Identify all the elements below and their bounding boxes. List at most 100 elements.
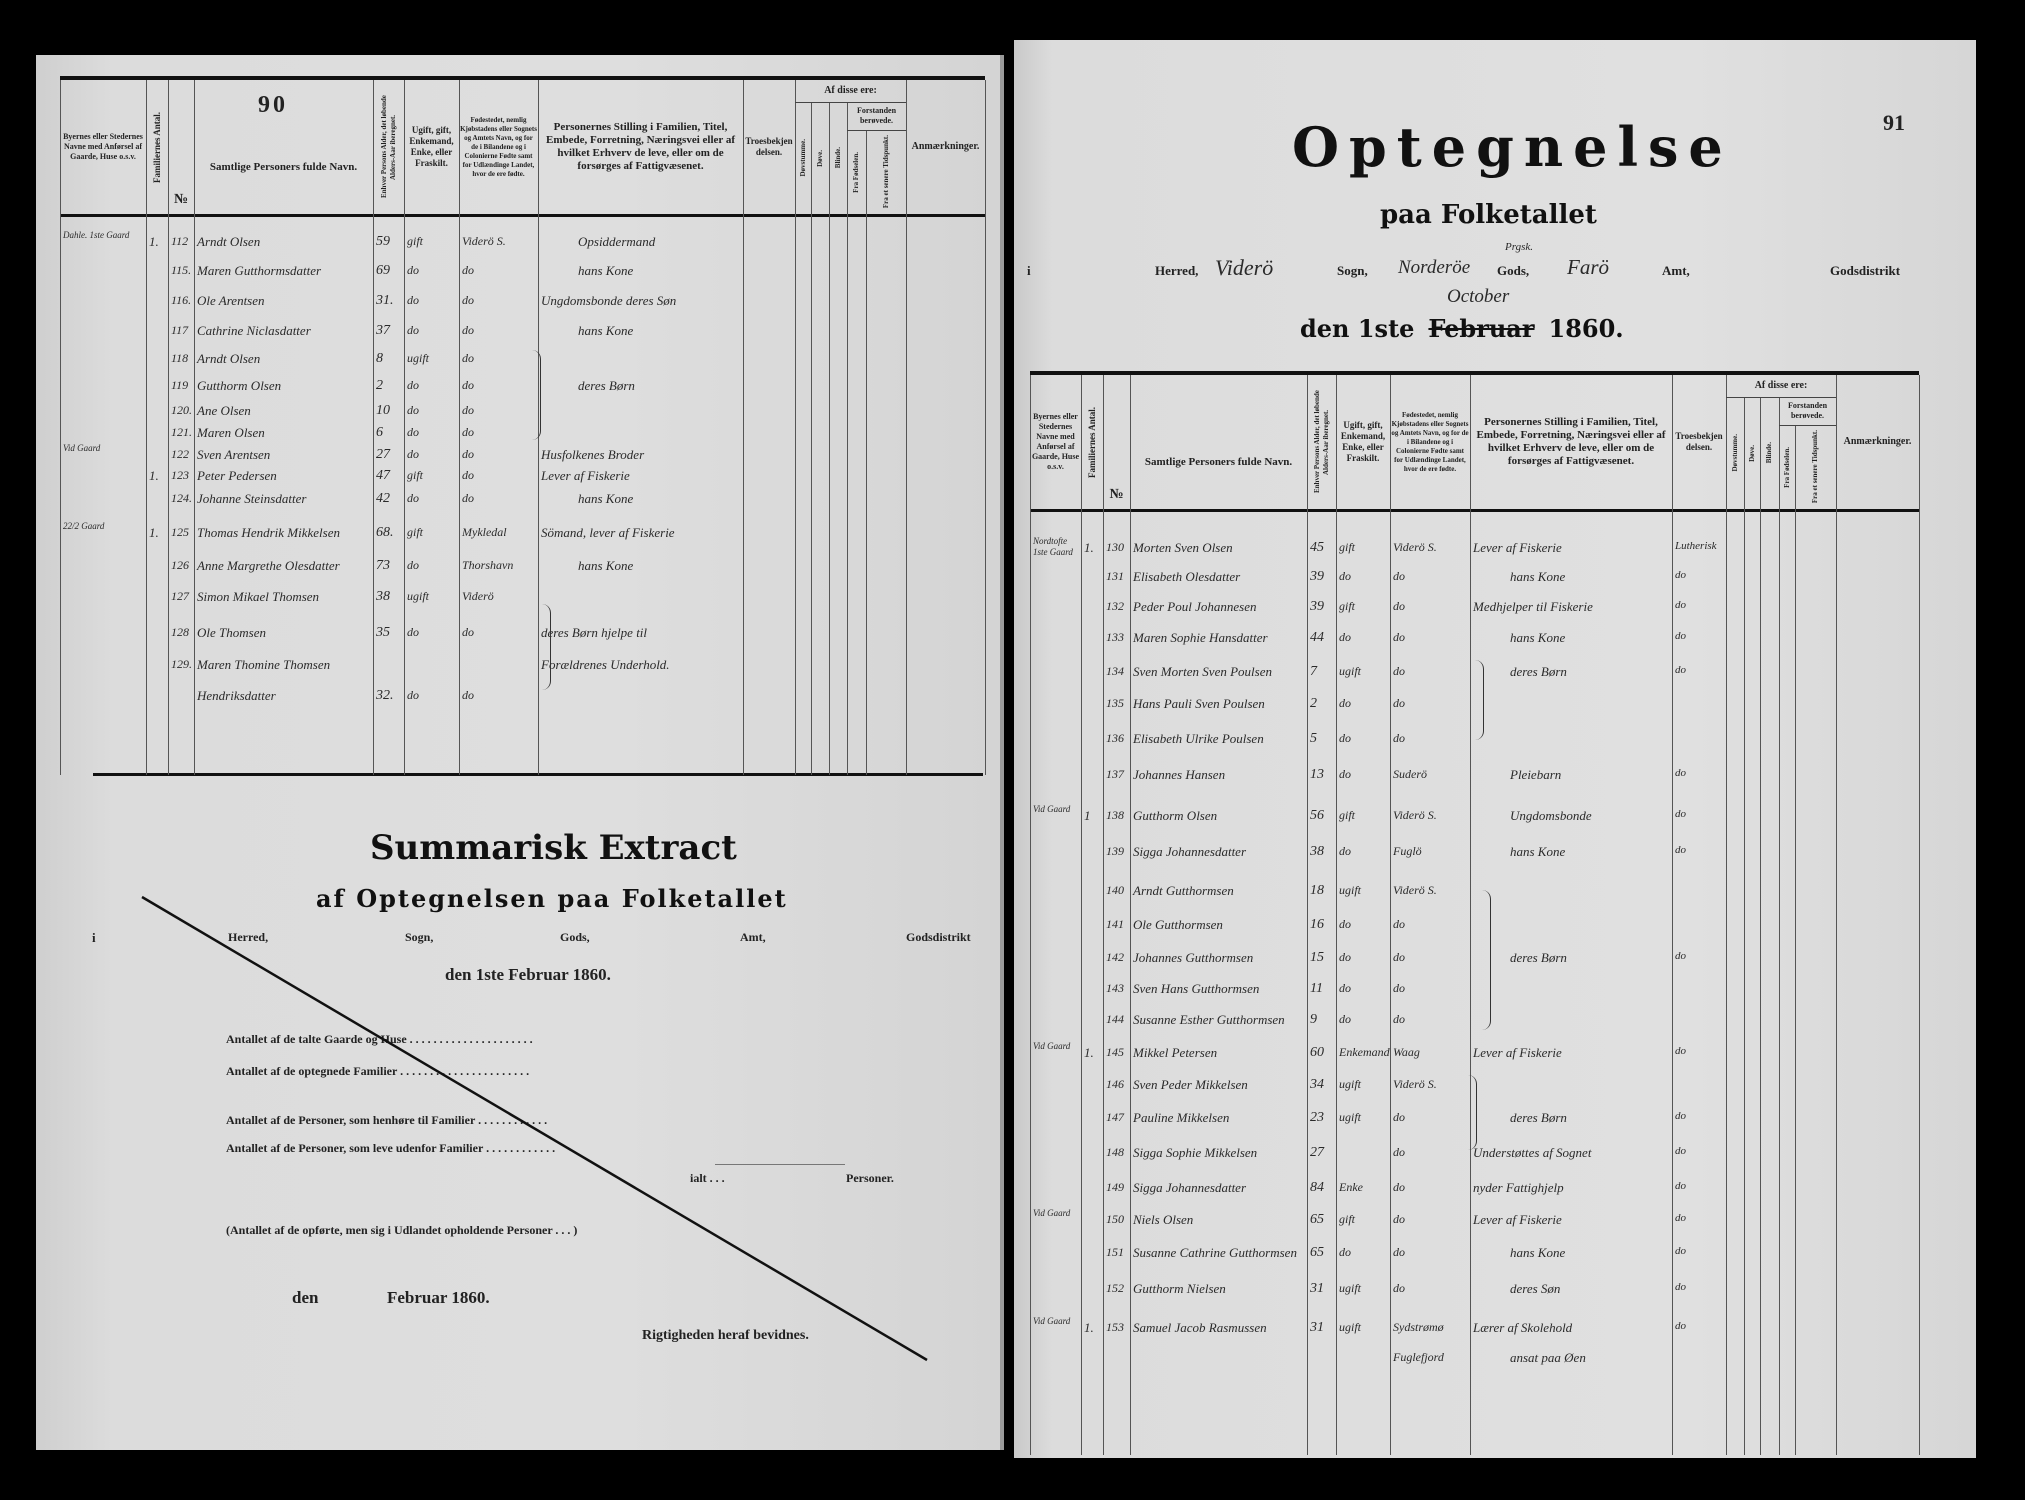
header-place-text: Byernes eller Stedernes Navne med Anførs…	[1031, 412, 1080, 471]
cell-civil: ugift	[1339, 1320, 1362, 1334]
cell-birth: do	[1393, 981, 1405, 995]
header-insane-text: Forstanden berøvede.	[1787, 401, 1828, 420]
cell-birth: do	[1393, 696, 1405, 710]
cell-position: deres Børn	[578, 378, 635, 393]
cell-place: Nordtofte 1ste Gaard	[1033, 536, 1073, 557]
extract-subtitle: af Optegnelsen paa Folketallet	[316, 884, 788, 913]
cell-position: hans Kone	[1510, 630, 1566, 645]
cell-position: hans Kone	[1510, 844, 1566, 859]
cell-civil: Enke	[1339, 1180, 1363, 1194]
cell-name: Ole Thomsen	[197, 625, 266, 640]
cell-birth: do	[1393, 1012, 1405, 1026]
header-name: Samtlige Personers fulde Navn.	[195, 121, 372, 213]
extract-den: den	[292, 1288, 319, 1307]
cell-place: Vid Gaard	[1033, 1316, 1071, 1326]
column-line	[829, 102, 830, 775]
cell-age: 37	[376, 323, 390, 338]
cell-civil: gift	[1339, 1212, 1356, 1226]
extract-date: den 1ste Februar 1860.	[445, 965, 611, 984]
cell-age: 2	[1310, 696, 1317, 711]
cell-birth: do	[1393, 950, 1405, 964]
sogn-value: Norderöe	[1398, 257, 1471, 278]
cell-name: Elisabeth Ulrike Poulsen	[1133, 731, 1264, 746]
cell-birth: do	[462, 491, 474, 505]
extract-februar: Februar 1860.	[387, 1288, 490, 1307]
header-name-text: Samtlige Personers fulde Navn.	[1144, 455, 1293, 468]
header-of-these-text: Af disse ere:	[824, 85, 877, 96]
cell-birth: do	[462, 468, 474, 482]
cell-position: Husfolkenes Broder	[541, 447, 645, 462]
cell-civil: ugift	[407, 589, 430, 603]
cell-civil: ugift	[1339, 883, 1362, 897]
column-line	[1779, 397, 1780, 1455]
extract-abroad: (Antallet af de opførte, men sig i Udlan…	[226, 1223, 578, 1237]
extract-amt: Amt,	[740, 930, 766, 944]
header-name-text: Samtlige Personers fulde Navn.	[209, 160, 358, 173]
cell-position: Opsiddermand	[578, 234, 656, 249]
cell-civil: do	[407, 558, 419, 572]
cell-civil: do	[1339, 1012, 1351, 1026]
cell-name: Sigga Sophie Mikkelsen	[1133, 1145, 1258, 1160]
header-age-text: Enhver Persons Alder, det løbende Alders…	[1312, 390, 1330, 494]
cell-civil: do	[407, 447, 419, 461]
header-age-text: Enhver Persons Alder, det løbende Alders…	[379, 95, 397, 199]
cell-civil: do	[407, 293, 419, 307]
cell-fam: 1.	[149, 234, 159, 249]
cell-position: deres Børn	[1510, 664, 1567, 679]
cell-age: 2	[376, 378, 383, 393]
cell-position: Medhjelper til Fiskerie	[1473, 599, 1593, 614]
cell-position: nyder Fattighjelp	[1473, 1180, 1564, 1195]
column-line	[60, 80, 61, 775]
column-line	[906, 80, 907, 775]
cell-age: 45	[1310, 540, 1324, 555]
table-top-rule	[1030, 371, 1919, 375]
cell-name: Simon Mikael Thomsen	[197, 589, 320, 604]
cell-position: deres Børn hjelpe til	[541, 625, 648, 640]
cell-position: Ungdomsbonde	[1510, 808, 1592, 823]
cell-age: 42	[376, 491, 390, 506]
cell-name: Mikkel Petersen	[1133, 1045, 1218, 1060]
cell-nr: 133	[1106, 630, 1124, 644]
header-later-text: Fra et senere Tidspunkt.	[881, 135, 890, 209]
extract-godsdistrikt: Godsdistrikt	[906, 930, 971, 944]
cell-fam: 1	[1084, 808, 1091, 823]
cell-nr: 148	[1106, 1145, 1124, 1159]
cell-nr: 144	[1106, 1012, 1124, 1026]
header-civil-text: Ugift, gift, Enkemand, Enke, eller Frask…	[1340, 420, 1386, 463]
cell-position: hans Kone	[578, 263, 634, 278]
cell-name: Hans Pauli Sven Poulsen	[1133, 696, 1265, 711]
cell-birth: Waag	[1393, 1045, 1420, 1059]
cell-birth: Viderö S.	[1393, 808, 1437, 822]
cell-age: 31.	[376, 293, 394, 308]
header-birthplace: Fødestedet, nemlig Kjøbstadens eller Sog…	[1391, 376, 1469, 508]
cell-name: Anne Margrethe Olesdatter	[197, 558, 340, 573]
column-line	[743, 80, 744, 775]
cell-age: 35	[376, 625, 390, 640]
cell-faith: do	[1675, 664, 1686, 676]
column-line	[1130, 375, 1131, 1455]
table-top-rule	[60, 76, 985, 80]
header-birthplace-text: Fødestedet, nemlig Kjøbstadens eller Sog…	[1391, 410, 1469, 473]
cell-nr: 122	[171, 447, 189, 461]
cell-civil: ugift	[1339, 1281, 1362, 1295]
cell-place: Dahle. 1ste Gaard	[63, 230, 130, 240]
cell-birth: Fuglefjord	[1393, 1350, 1444, 1364]
cell-name: Maren Sophie Hansdatter	[1133, 630, 1268, 645]
cell-fam: 1.	[1084, 1320, 1094, 1335]
cell-position: Lever af Fiskerie	[1473, 1045, 1562, 1060]
cell-place: Vid Gaard	[1033, 804, 1071, 814]
cell-age: 10	[376, 403, 390, 418]
cell-civil: do	[407, 263, 419, 277]
header-position-text: Personernes Stilling i Familien, Titel, …	[1476, 416, 1666, 467]
cell-civil: ugift	[1339, 1110, 1362, 1124]
cell-position: hans Kone	[578, 323, 634, 338]
header-from-birth-text: Fra Fødselen.	[852, 151, 860, 193]
cell-nr: 150	[1106, 1212, 1124, 1226]
header-place: Byernes eller Stedernes Navne med Anførs…	[61, 81, 145, 213]
cell-age: 31	[1310, 1320, 1324, 1335]
cell-birth: do	[462, 425, 474, 439]
header-blind: Blinde.	[830, 103, 846, 213]
cell-birth: do	[1393, 1212, 1405, 1226]
cell-nr: 121.	[171, 425, 192, 439]
header-blind-text: Blinde.	[1765, 442, 1773, 464]
